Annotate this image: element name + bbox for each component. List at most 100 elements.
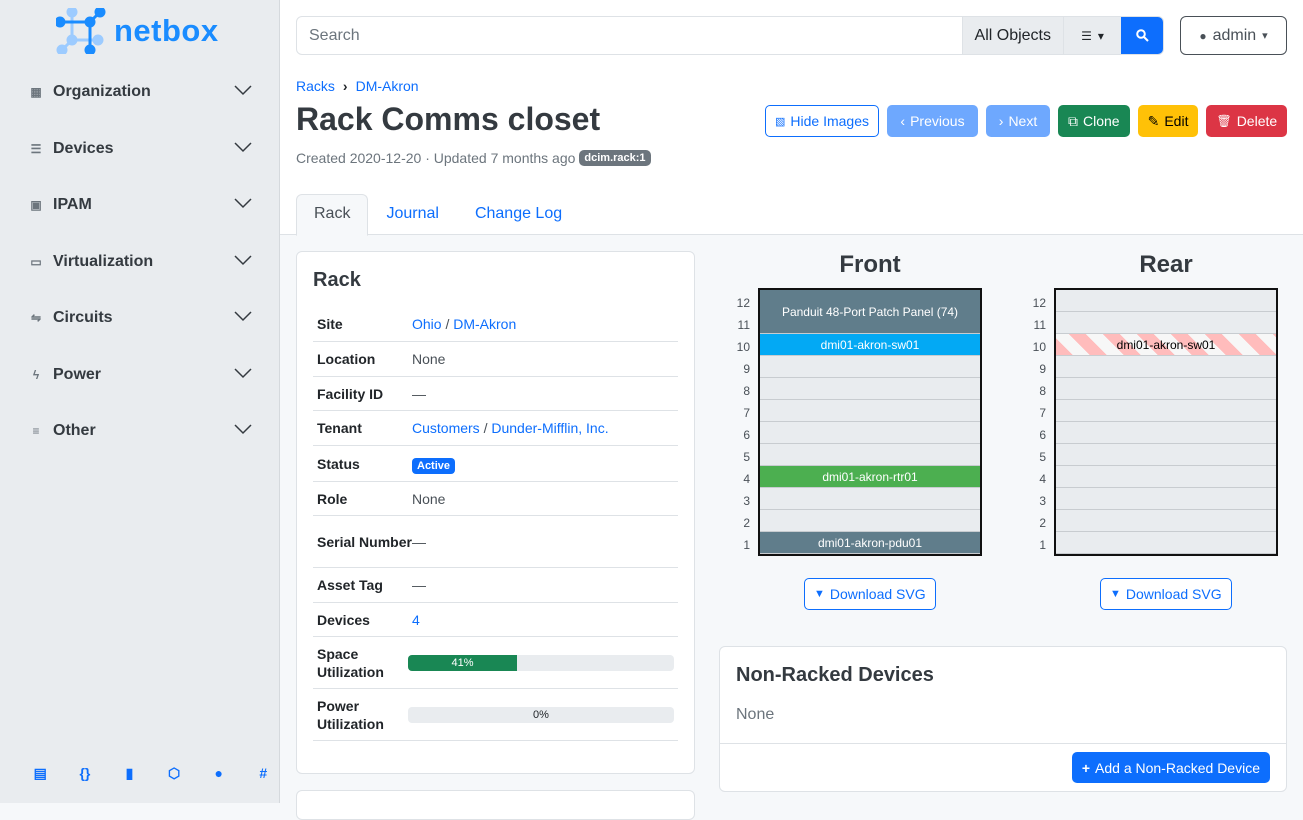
row-space-utilization: Space Utilization 41%	[313, 637, 678, 689]
netbox-logo-icon	[56, 8, 106, 54]
chevron-down-icon	[234, 142, 252, 153]
devices-link[interactable]: 4	[412, 611, 420, 628]
rack-unit-slot	[1056, 422, 1276, 444]
tab-journal[interactable]: Journal	[386, 205, 439, 222]
hide-images-button[interactable]: ▧ Hide Images	[765, 105, 879, 137]
row-devices: Devices 4	[313, 603, 678, 637]
file-download-icon: ▼	[1110, 588, 1121, 600]
non-racked-devices-card: Non-Racked Devices None + Add a Non-Racke…	[719, 646, 1287, 792]
row-location: Location None	[313, 342, 678, 377]
unit-number: 7	[743, 406, 750, 420]
add-non-racked-device-button[interactable]: + Add a Non-Racked Device	[1071, 752, 1270, 783]
unit-number: 1	[743, 538, 750, 552]
label: Download SVG	[1125, 586, 1222, 602]
front-device[interactable]: dmi01-akron-sw01	[760, 334, 980, 356]
label: Power Utilization	[317, 697, 384, 732]
rack-unit-slot	[1056, 444, 1276, 466]
front-device[interactable]: Panduit 48-Port Patch Panel (74)	[760, 290, 980, 334]
caret-down-icon: ▾	[1097, 28, 1104, 43]
site-link[interactable]: DM-Akron	[453, 316, 517, 332]
download-rear-svg-button[interactable]: ▼ Download SVG	[1100, 578, 1232, 610]
download-front-svg-button[interactable]: ▼ Download SVG	[804, 578, 936, 610]
row-site: Site Ohio / DM-Akron	[313, 307, 678, 342]
tenant-group-link[interactable]: Customers	[412, 420, 480, 436]
front-device[interactable]: dmi01-akron-pdu01	[760, 532, 980, 554]
copy-icon: ⧉	[1068, 112, 1078, 129]
rack-unit-slot	[760, 378, 980, 400]
graphql-icon[interactable]: ⬡	[167, 765, 181, 781]
non-racked-value: None	[736, 706, 775, 723]
space-utilization-bar: 41%	[408, 654, 674, 671]
sidebar-item-devices[interactable]: ☰ Devices	[28, 134, 252, 164]
label: Delete	[1236, 113, 1278, 129]
search-icon	[1135, 29, 1149, 42]
rack-unit-slot	[760, 488, 980, 510]
progress-fill: 41%	[408, 654, 518, 671]
chevron-down-icon	[234, 85, 252, 96]
sidebar-item-ipam[interactable]: ▣ IPAM	[28, 190, 252, 220]
front-device[interactable]: dmi01-akron-rtr01	[760, 466, 980, 488]
netbox-logo[interactable]: netbox	[56, 8, 219, 54]
rear-device[interactable]: dmi01-akron-sw01	[1056, 334, 1276, 356]
label: Asset Tag	[317, 577, 383, 593]
edit-button[interactable]: ✎ Edit	[1137, 105, 1199, 137]
pencil-icon: ✎	[1147, 112, 1160, 129]
chevron-left-icon: ‹	[900, 113, 906, 129]
unit-number: 4	[1039, 472, 1046, 486]
unit-number: 9	[1039, 362, 1046, 376]
filter-dropdown[interactable]: ☰ ▾	[1063, 17, 1121, 54]
chevron-right-icon: ›	[342, 78, 348, 94]
breadcrumb-racks[interactable]: Racks	[296, 78, 335, 94]
next-button[interactable]: › Next	[986, 105, 1050, 137]
clone-button[interactable]: ⧉ Clone	[1058, 105, 1130, 137]
label: Clone	[1083, 113, 1120, 129]
rear-title: Rear	[1139, 251, 1193, 278]
sidebar-item-organization[interactable]: ▦ Organization	[28, 77, 252, 107]
sidebar-item-virtualization[interactable]: ▭ Virtualization	[28, 247, 252, 277]
object-id-badge: dcim.rack:1	[579, 150, 651, 166]
unit-number: 2	[1039, 516, 1046, 530]
rack-unit-slot	[1056, 488, 1276, 510]
timestamps: Created 2020-12-20 · Updated 7 months ag…	[296, 150, 576, 166]
search-button[interactable]	[1121, 17, 1163, 54]
user-menu[interactable]: ● admin ▾	[1180, 16, 1287, 55]
tabs: Rack Journal Change Log	[296, 194, 580, 236]
slack-icon[interactable]: #	[259, 765, 268, 781]
delete-button[interactable]: 🗑 Delete	[1206, 105, 1288, 137]
github-icon[interactable]: ●	[214, 765, 223, 781]
progress-label: 0%	[533, 708, 549, 721]
region-link[interactable]: Ohio	[412, 316, 442, 332]
file-image-icon: ▧	[775, 115, 786, 128]
tenant-link[interactable]: Dunder-Mifflin, Inc.	[491, 420, 609, 436]
sidebar: netbox ▦ Organization ☰ Devices ▣ IPAM ▭ Vir…	[0, 0, 280, 803]
label: Next	[1008, 113, 1038, 129]
label: Hide Images	[790, 113, 869, 129]
label: Power	[53, 366, 102, 383]
username: admin	[1212, 26, 1257, 44]
label: Organization	[53, 83, 151, 100]
row-role: Role None	[313, 482, 678, 516]
front-rack-elevation: Panduit 48-Port Patch Panel (74) dmi01-ak…	[758, 288, 982, 556]
search-input[interactable]: Search	[309, 27, 360, 44]
tab-rack[interactable]: Rack	[296, 194, 369, 236]
value: —	[412, 533, 426, 550]
sidebar-item-circuits[interactable]: ⇋ Circuits	[28, 303, 252, 333]
rack-unit-slot	[1056, 312, 1276, 334]
row-asset-tag: Asset Tag —	[313, 568, 678, 603]
rack-unit-slot	[1056, 400, 1276, 422]
code-braces-icon[interactable]: {}	[79, 765, 91, 781]
value: —	[412, 577, 426, 593]
tab-change-log[interactable]: Change Log	[474, 205, 563, 222]
object-scope-select[interactable]: All Objects	[961, 17, 1063, 54]
sidebar-item-power[interactable]: ϟ Power	[28, 360, 252, 390]
label: Add a Non-Racked Device	[1095, 759, 1260, 776]
value: —	[412, 385, 426, 402]
breadcrumb-site[interactable]: DM-Akron	[355, 78, 419, 94]
book-icon[interactable]: ▮	[125, 765, 134, 781]
page-subtitle: Created 2020-12-20 · Updated 7 months ag…	[296, 150, 651, 166]
book-open-icon[interactable]: ▤	[33, 765, 47, 781]
label: IPAM	[53, 196, 92, 213]
plus-icon: +	[1081, 759, 1091, 776]
previous-button[interactable]: ‹ Previous	[887, 105, 978, 137]
sidebar-item-other[interactable]: ≡ Other	[28, 416, 252, 446]
